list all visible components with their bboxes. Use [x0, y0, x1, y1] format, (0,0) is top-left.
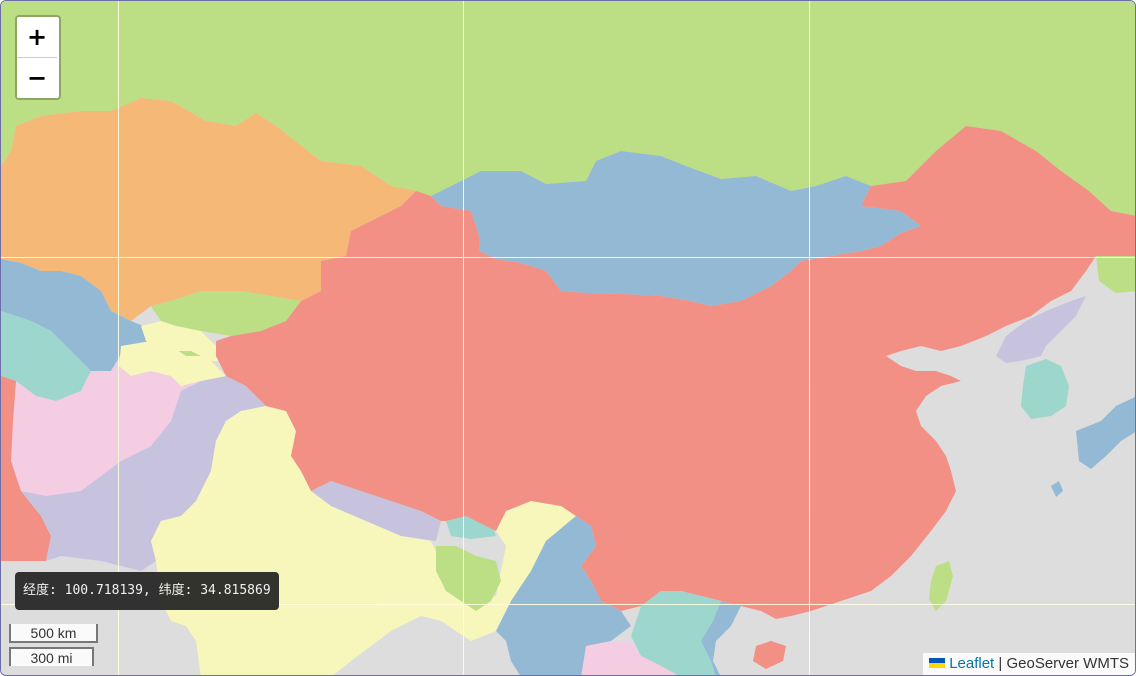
region-taiwan: [929, 561, 953, 611]
scale-imperial-label: 300 mi: [9, 647, 94, 666]
region-iran: [1, 376, 51, 561]
region-north-korea: [996, 296, 1086, 363]
region-laos: [631, 591, 721, 675]
coordinate-text: 经度: 100.718139, 纬度: 34.815869: [23, 583, 271, 598]
region-uzbekistan: [1, 259, 151, 371]
region-nepal: [311, 481, 441, 541]
leaflet-link[interactable]: Leaflet: [949, 655, 995, 672]
scale-metric-label: 500 km: [9, 624, 98, 643]
attribution: Leaflet | GeoServer WMTS: [923, 653, 1135, 675]
region-myanmar: [496, 516, 631, 675]
region-bangladesh: [436, 546, 501, 611]
region-kyrgyzstan: [151, 291, 301, 336]
region-hainan: [753, 641, 786, 669]
region-pakistan: [21, 376, 266, 571]
region-russia: [1, 1, 1135, 216]
region-thailand: [581, 641, 678, 675]
region-kazakhstan: [1, 98, 416, 321]
ukraine-flag-icon: [929, 658, 946, 669]
region-kashmir: [119, 341, 226, 386]
region-kashmir-north: [141, 321, 231, 361]
zoom-control: + −: [15, 15, 61, 100]
region-russia-east: [1096, 256, 1135, 293]
attribution-separator: |: [994, 655, 1007, 672]
region-turkmenistan: [1, 311, 91, 401]
region-china: [216, 126, 1135, 619]
region-mongolia: [431, 151, 921, 306]
scale-bar-imperial: 300 mi: [9, 647, 94, 666]
region-japan-south: [1051, 481, 1063, 497]
scale-bar-metric: 500 km: [9, 624, 98, 643]
coordinate-readout: 经度: 100.718139, 纬度: 34.815869: [15, 572, 279, 610]
zoom-out-button[interactable]: −: [17, 57, 57, 98]
region-south-korea: [1021, 359, 1069, 419]
region-japan: [1076, 396, 1135, 469]
region-vietnam: [701, 601, 741, 675]
zoom-in-button[interactable]: +: [17, 17, 57, 57]
attribution-source: GeoServer WMTS: [1006, 655, 1129, 672]
